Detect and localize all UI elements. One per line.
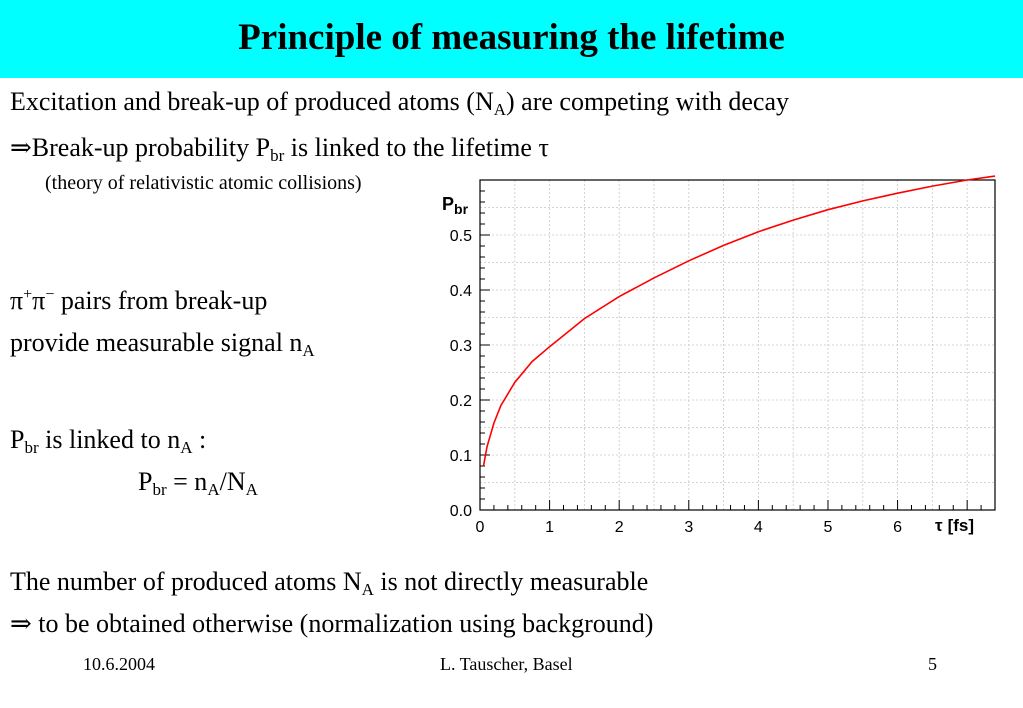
- x-tick-label: 4: [754, 519, 763, 536]
- text-line-measurable-signal: provide measurable signal nA: [10, 328, 315, 360]
- pbr-curve: [482, 175, 996, 467]
- y-tick-label: 0.5: [450, 228, 472, 245]
- formula-pbr: Pbr = nA/NA: [138, 467, 258, 499]
- x-tick-label: 5: [824, 519, 833, 536]
- tick-labels: 0 1 2 3 4 5 6 0.0 0.1 0.2 0.3 0.4 0.5: [450, 228, 902, 536]
- slide-title: Principle of measuring the lifetime: [238, 17, 785, 58]
- y-tick-label: 0.0: [450, 503, 472, 520]
- x-tick-label: 0: [476, 519, 485, 536]
- y-tick-label: 0.2: [450, 393, 472, 410]
- title-bar: [0, 0, 1023, 78]
- text-line-produced-atoms: The number of produced atoms NA is not d…: [10, 567, 649, 599]
- x-tick-label: 1: [545, 519, 554, 536]
- implies-arrow-icon: ⇒: [10, 609, 32, 638]
- footer-author: L. Tauscher, Basel: [440, 654, 573, 674]
- x-tick-label: 3: [684, 519, 693, 536]
- lifetime-chart: 0 1 2 3 4 5 6 0.0 0.1 0.2 0.3 0.4 0.5 Pbr τ [fs]: [442, 175, 996, 536]
- y-axis-label: Pbr: [442, 194, 469, 217]
- text-line-pion-pairs: π+π− pairs from break-up: [10, 286, 268, 315]
- x-tick-label: 2: [615, 519, 624, 536]
- text-line-excitation: Excitation and break-up of produced atom…: [10, 87, 790, 119]
- implies-arrow-icon: ⇒: [10, 133, 32, 162]
- x-tick-label: 6: [893, 519, 902, 536]
- grid: [480, 180, 995, 510]
- text-line-breakup-probability: ⇒Break-up probability Pbr is linked to t…: [10, 133, 549, 165]
- y-tick-label: 0.1: [450, 448, 472, 465]
- text-line-theory-note: (theory of relativistic atomic collision…: [45, 172, 362, 194]
- footer-date: 10.6.2004: [83, 654, 155, 674]
- text-line-normalization: ⇒ to be obtained otherwise (normalizatio…: [10, 609, 654, 638]
- text-line-pbr-linked: Pbr is linked to nA :: [10, 425, 207, 457]
- tick-marks: [479, 179, 996, 511]
- x-axis-label: τ [fs]: [935, 516, 974, 535]
- y-tick-label: 0.4: [450, 283, 472, 300]
- y-tick-label: 0.3: [450, 338, 472, 355]
- footer-page-number: 5: [928, 654, 937, 674]
